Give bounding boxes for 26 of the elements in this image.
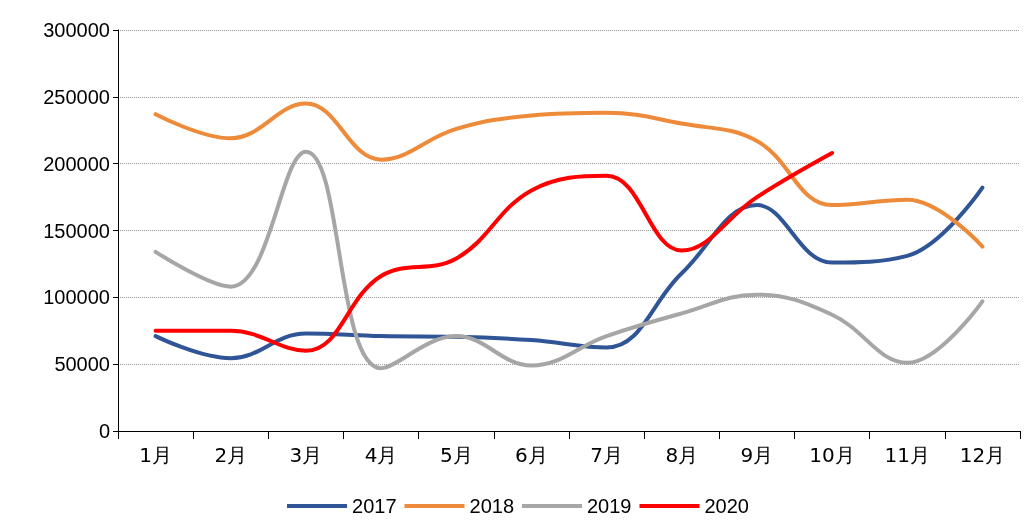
line-series: [153, 101, 985, 249]
x-tick-label: 12月: [959, 443, 1006, 467]
x-tick-label: 2月: [214, 443, 248, 467]
legend-label: 2018: [469, 495, 515, 517]
line-series: [153, 150, 835, 353]
y-tick-label: 50000: [54, 353, 110, 376]
x-tick-label: 5月: [439, 443, 473, 467]
legend-label: 2019: [587, 495, 632, 517]
legend-label: 2020: [704, 495, 749, 517]
x-tick-label: 1月: [139, 443, 172, 467]
x-tick-label: 10月: [809, 443, 855, 467]
y-tick-label: 100000: [43, 286, 110, 309]
x-tick-label: 11月: [884, 443, 930, 467]
x-tick-label: 9月: [740, 443, 774, 467]
y-tick-label: 300000: [43, 19, 110, 41]
legend-label: 2017: [352, 495, 397, 517]
x-tick-label: 7月: [590, 443, 623, 467]
y-tick-label: 200000: [43, 152, 110, 175]
line-series: [153, 149, 985, 371]
x-tick-label: 6月: [515, 443, 548, 467]
x-tick-label: 4月: [364, 443, 398, 467]
y-tick-label: 250000: [43, 85, 110, 108]
y-tick-label: 150000: [43, 219, 110, 242]
x-tick-label: 3月: [289, 443, 323, 467]
x-tick-label: 8月: [665, 443, 699, 467]
y-tick-label: 0: [98, 420, 110, 442]
